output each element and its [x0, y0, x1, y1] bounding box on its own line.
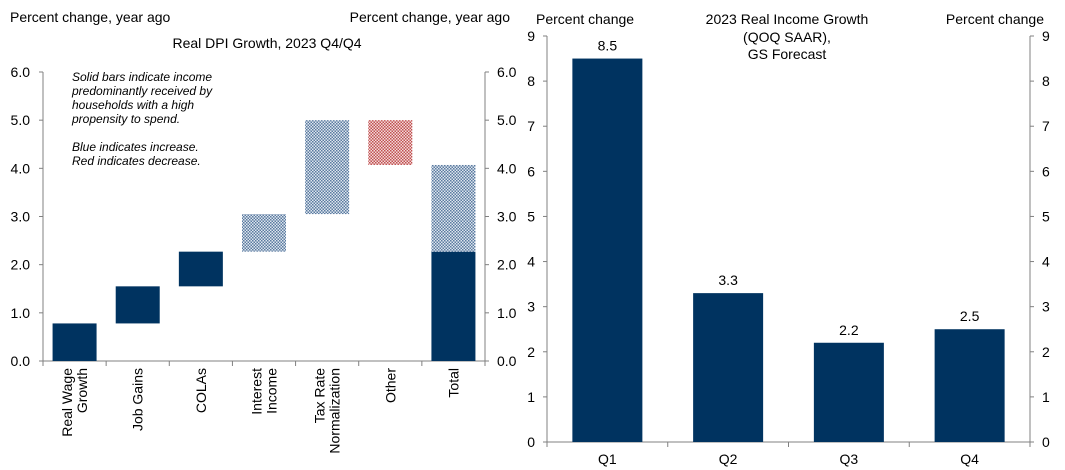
waterfall-bar-colas [178, 251, 223, 287]
y-tick-label-right: 4 [1042, 254, 1050, 270]
y-tick-label-right: 6.0 [497, 64, 517, 80]
waterfall-annotation: Solid bars indicate income predominantly… [71, 70, 213, 168]
category-label: Other [382, 368, 398, 403]
category-label: Normalization [327, 368, 343, 454]
y-tick-label-left: 4 [527, 254, 535, 270]
category-label: Q1 [598, 451, 617, 467]
y-tick-label-left: 4.0 [11, 160, 31, 176]
y-tick-label-right: 7 [1042, 118, 1050, 134]
annotation-line: households with a high [72, 98, 194, 112]
waterfall-bar-total [431, 251, 476, 361]
y-tick-label-left: 5 [527, 208, 535, 224]
left-chart-title: Real DPI Growth, 2023 Q4/Q4 [172, 35, 361, 51]
waterfall-axes: 0.0 0.0 1.0 1.0 2.0 2.0 3.0 3.0 4.0 4.0 5.0 5.0 6.0 6… [11, 64, 517, 369]
y-tick-label-left: 1.0 [11, 305, 31, 321]
y-tick-label-left: 3.0 [11, 209, 31, 225]
annotation-line: Blue indicates increase. [72, 140, 199, 154]
y-tick-label-left: 2 [527, 344, 535, 360]
category-label: Job Gains [130, 368, 146, 431]
category-label: Q2 [719, 451, 738, 467]
y-tick-label-left: 6.0 [11, 64, 31, 80]
waterfall-bar-interest-income [242, 214, 286, 252]
annotation-line: Red indicates decrease. [72, 154, 201, 168]
bar-q1 [572, 58, 643, 443]
y-tick-label-left: 0 [527, 434, 535, 450]
right-chart-right-axis-label: Percent change [946, 11, 1044, 27]
value-label: 2.5 [960, 308, 980, 324]
y-tick-label-left: 2.0 [11, 257, 31, 273]
y-tick-label-right: 6 [1042, 163, 1050, 179]
y-tick-label-right: 3.0 [497, 209, 517, 225]
y-tick-label-left: 1 [527, 389, 535, 405]
left-chart-left-axis-label: Percent change, year ago [10, 9, 171, 25]
waterfall-bar-tax-rate-normalization [305, 120, 350, 215]
category-label: COLAs [193, 368, 209, 413]
y-tick-label-right: 2.0 [497, 257, 517, 273]
waterfall-bar-total [431, 164, 476, 252]
y-tick-label-right: 3 [1042, 299, 1050, 315]
value-label: 8.5 [598, 38, 618, 54]
right-chart-title-line: GS Forecast [748, 46, 827, 62]
quarterly-bars: 8.5 Q1 3.3 Q2 2.2 Q3 2.5 Q4 [572, 38, 1005, 467]
y-tick-label-right: 5.0 [497, 112, 517, 128]
y-tick-label-right: 9 [1042, 28, 1050, 44]
right-chart-title-line: 2023 Real Income Growth [706, 11, 869, 27]
category-label: Tax Rate [312, 368, 328, 423]
y-tick-label-right: 4.0 [497, 160, 517, 176]
value-label: 3.3 [718, 272, 738, 288]
y-tick-label-right: 0.0 [497, 353, 517, 369]
annotation-line: Solid bars indicate income [72, 70, 212, 84]
y-tick-label-right: 2 [1042, 344, 1050, 360]
y-tick-label-right: 0 [1042, 434, 1050, 450]
y-tick-label-left: 6 [527, 163, 535, 179]
y-tick-label-left: 7 [527, 118, 535, 134]
y-tick-label-right: 8 [1042, 73, 1050, 89]
y-tick-label-left: 8 [527, 73, 535, 89]
y-tick-label-left: 9 [527, 28, 535, 44]
category-label: Q4 [960, 451, 979, 467]
bar-q3 [813, 342, 884, 442]
waterfall-chart: Percent change, year ago Percent change,… [10, 9, 517, 454]
y-tick-label-left: 0.0 [11, 353, 31, 369]
y-tick-label-left: 5.0 [11, 112, 31, 128]
y-tick-label-right: 1.0 [497, 305, 517, 321]
category-label: Q3 [840, 451, 859, 467]
waterfall-bar-real-wage-growth [52, 323, 97, 361]
left-chart-right-axis-label: Percent change, year ago [350, 9, 511, 25]
waterfall-bar-other [368, 120, 413, 165]
y-tick-label-right: 5 [1042, 208, 1050, 224]
waterfall-bar-job-gains [115, 286, 160, 324]
y-tick-label-left: 3 [527, 299, 535, 315]
bar-q4 [934, 329, 1005, 442]
annotation-line: predominantly received by [71, 84, 213, 98]
right-chart-left-axis-label: Percent change [536, 11, 634, 27]
category-label: Total [445, 368, 461, 398]
waterfall-category-labels: Real Wage Growth Job Gains COLAs Interest Inc… [59, 368, 461, 454]
category-label: Interest [249, 368, 265, 415]
category-label: Growth [74, 368, 90, 413]
value-label: 2.2 [839, 322, 859, 338]
y-tick-label-right: 1 [1042, 389, 1050, 405]
quarterly-chart: Percent change Percent change 2023 Real … [527, 11, 1050, 467]
annotation-line: propensity to spend. [71, 112, 180, 126]
category-label: Income [264, 368, 280, 414]
right-chart-title-line: (QOQ SAAR), [743, 29, 831, 45]
waterfall-bars [52, 120, 476, 361]
bar-q2 [693, 293, 764, 442]
category-label: Real Wage [59, 368, 75, 437]
